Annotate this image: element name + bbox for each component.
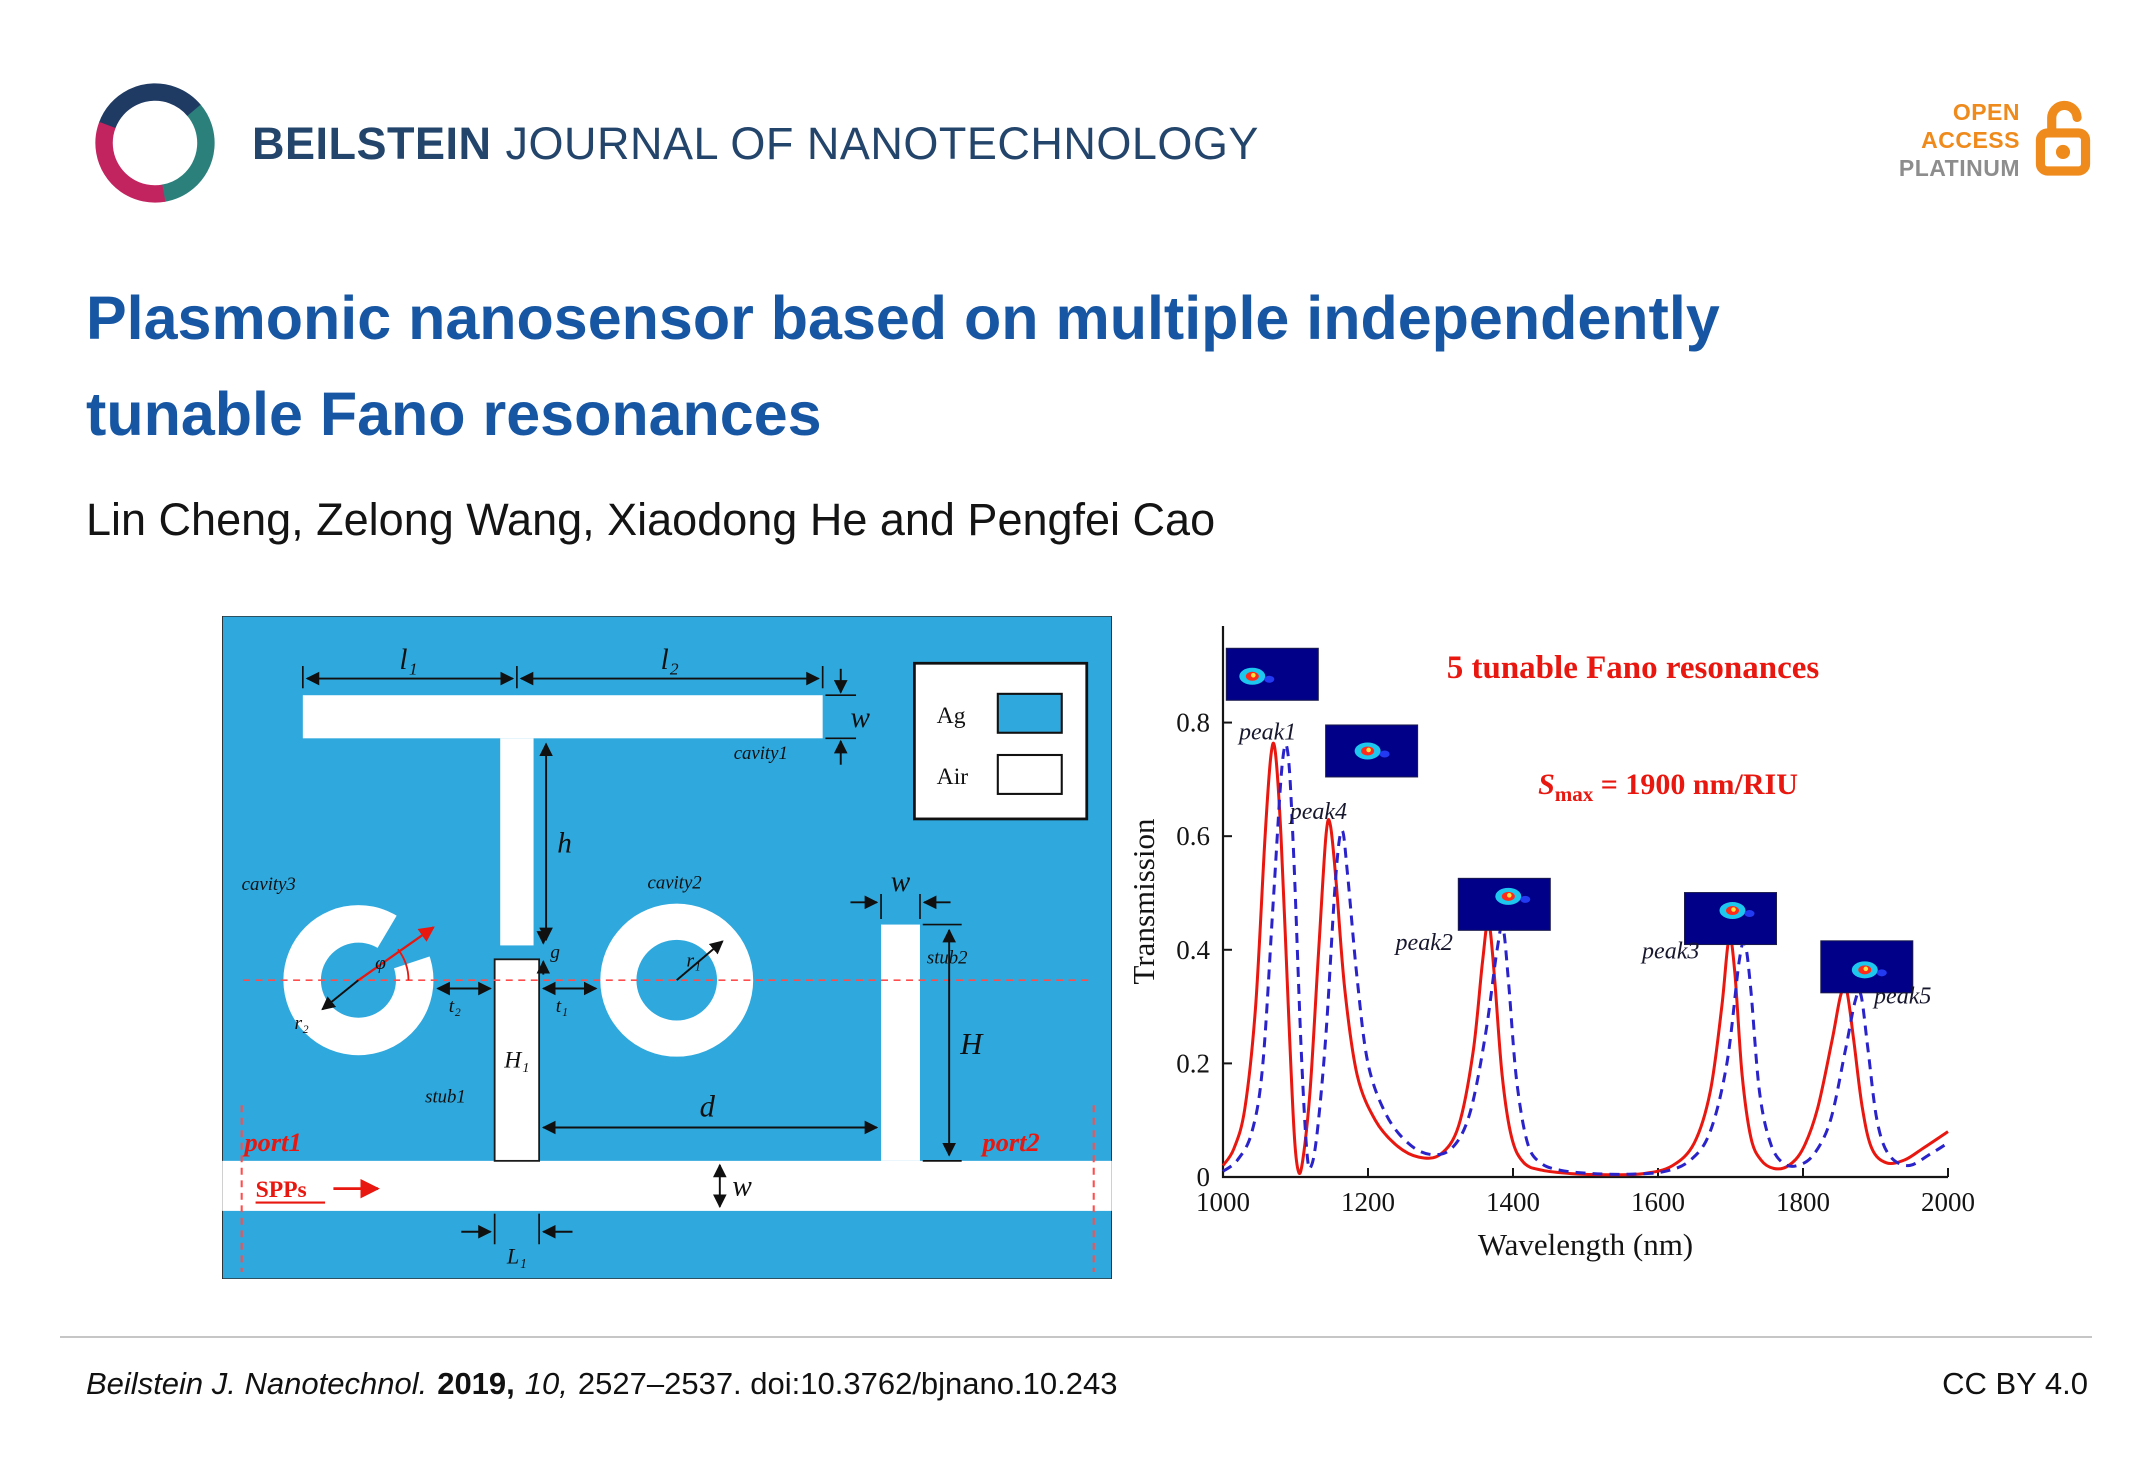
x-tick-label: 1800 — [1776, 1187, 1830, 1217]
y-tick-label: 0 — [1197, 1162, 1211, 1192]
journal-name: BEILSTEIN JOURNAL OF NANOTECHNOLOGY — [252, 118, 1259, 170]
citation-journal: Beilstein J. Nanotechnol. — [86, 1366, 428, 1401]
citation: Beilstein J. Nanotechnol. 2019, 10, 2527–25… — [86, 1366, 1127, 1402]
cavity1-stem-shape — [500, 738, 534, 946]
label-cavity1: cavity1 — [734, 743, 788, 764]
label-t1: t₁ — [556, 996, 568, 1017]
field-distribution-inset — [1820, 940, 1914, 994]
y-tick-label: 0.8 — [1176, 708, 1210, 738]
legend-ag-swatch — [996, 692, 1063, 734]
label-H: H — [959, 1027, 984, 1061]
legend-ag-label: Ag — [937, 703, 966, 729]
x-tick-label: 1200 — [1341, 1187, 1395, 1217]
open-access-text: OPEN ACCESS PLATINUM — [1899, 98, 2020, 182]
sensitivity-annotation: Smax = 1900 nm/RIU — [1538, 768, 1798, 806]
citation-pages-doi: 2527–2537. doi:10.3762/bjnano.10.243 — [577, 1366, 1118, 1401]
x-tick-label: 1400 — [1486, 1187, 1540, 1217]
label-l2: l₂ — [661, 644, 679, 676]
label-t2: t₂ — [449, 996, 461, 1017]
label-stub1: stub1 — [425, 1086, 466, 1107]
stub1-shape — [493, 958, 541, 1162]
article-title-line1: Plasmonic nanosensor based on multiple i… — [86, 284, 1720, 352]
field-distribution-inset — [1225, 647, 1319, 701]
cavity3-wedge-cut — [358, 905, 442, 981]
legend-air-swatch — [996, 753, 1063, 795]
open-access-badge: OPEN ACCESS PLATINUM — [1899, 98, 2094, 182]
material-legend: Ag Air — [913, 661, 1089, 821]
label-r1: r₁ — [686, 950, 700, 971]
stub2-shape — [881, 924, 920, 1161]
field-distribution-inset — [1684, 892, 1777, 946]
spectrum-series-2 — [1222, 743, 1949, 1176]
x-axis-label: Wavelength (nm) — [1478, 1227, 1693, 1262]
label-H1: H₁ — [503, 1048, 529, 1074]
article-authors: Lin Cheng, Zelong Wang, Xiaodong He and … — [86, 494, 1216, 545]
field-distribution-inset — [1457, 877, 1551, 931]
x-tick-label: 1000 — [1196, 1187, 1250, 1217]
article-title: Plasmonic nanosensor based on multiple i… — [86, 270, 1720, 462]
legend-box — [913, 661, 1089, 821]
peak-label: peak5 — [1872, 984, 1931, 1010]
label-phi: φ — [375, 953, 386, 974]
open-access-lock-icon — [2035, 100, 2091, 176]
chart-title: 5 tunable Fano resonances — [1447, 650, 1820, 686]
label-l1: l₁ — [399, 644, 417, 676]
label-w-bar: w — [850, 702, 870, 734]
beilstein-logo-icon — [95, 83, 215, 203]
label-cavity3: cavity3 — [242, 874, 296, 895]
cavity1-bar-shape — [302, 695, 823, 739]
field-distribution-inset — [1325, 724, 1419, 778]
x-tick-label: 1600 — [1631, 1187, 1685, 1217]
open-access-platinum-label: PLATINUM — [1898, 155, 2020, 181]
label-port1: port1 — [242, 1127, 301, 1157]
footer-divider — [60, 1336, 2092, 1338]
dimension-annotations — [255, 666, 962, 1245]
bus-waveguide-shape — [222, 1160, 1112, 1211]
label-spps: SPPs — [256, 1177, 307, 1203]
open-access-open-label: OPEN — [1952, 99, 2020, 125]
y-tick-label: 0.2 — [1176, 1048, 1210, 1078]
citation-volume: 10, — [524, 1366, 568, 1401]
open-access-access-label: ACCESS — [1921, 127, 2020, 153]
journal-name-rest: JOURNAL OF NANOTECHNOLOGY — [505, 118, 1259, 169]
y-axis-label: Transmission — [1126, 818, 1161, 984]
license-label: CC BY 4.0 — [1942, 1366, 2088, 1401]
label-w-waveguide: w — [732, 1171, 752, 1203]
peak-label: peak2 — [1394, 930, 1453, 956]
label-d: d — [700, 1089, 716, 1123]
label-port2: port2 — [981, 1127, 1040, 1157]
label-r2: r₂ — [294, 1013, 309, 1034]
journal-name-bold: BEILSTEIN — [252, 118, 492, 169]
x-tick-label: 2000 — [1921, 1187, 1975, 1217]
label-w-stub2: w — [891, 866, 911, 898]
fano-chart: 1000 1200 1400 1600 1800 2000 0 0.2 0.4 0.6 0.8 Wav… — [1126, 626, 1975, 1262]
citation-year: 2019, — [437, 1366, 515, 1401]
device-schematic: Ag Air l₁ l₂ w h g t₂ t₁ r₂ r₁ φ H₁ L₁ H… — [222, 616, 1112, 1279]
label-stub2: stub2 — [927, 947, 968, 968]
chart-axes — [1221, 626, 1948, 1179]
y-tick-label: 0.6 — [1176, 821, 1210, 851]
label-h: h — [557, 827, 572, 859]
legend-air-label: Air — [937, 764, 969, 790]
peak-label: peak4 — [1288, 799, 1347, 825]
label-cavity2: cavity2 — [648, 872, 702, 893]
label-g: g — [550, 942, 560, 963]
peak-label: peak3 — [1640, 938, 1699, 964]
y-tick-label: 0.4 — [1176, 935, 1210, 965]
peak-label: peak1 — [1237, 720, 1296, 746]
article-title-line2: tunable Fano resonances — [86, 380, 822, 448]
label-L1: L₁ — [506, 1244, 527, 1269]
